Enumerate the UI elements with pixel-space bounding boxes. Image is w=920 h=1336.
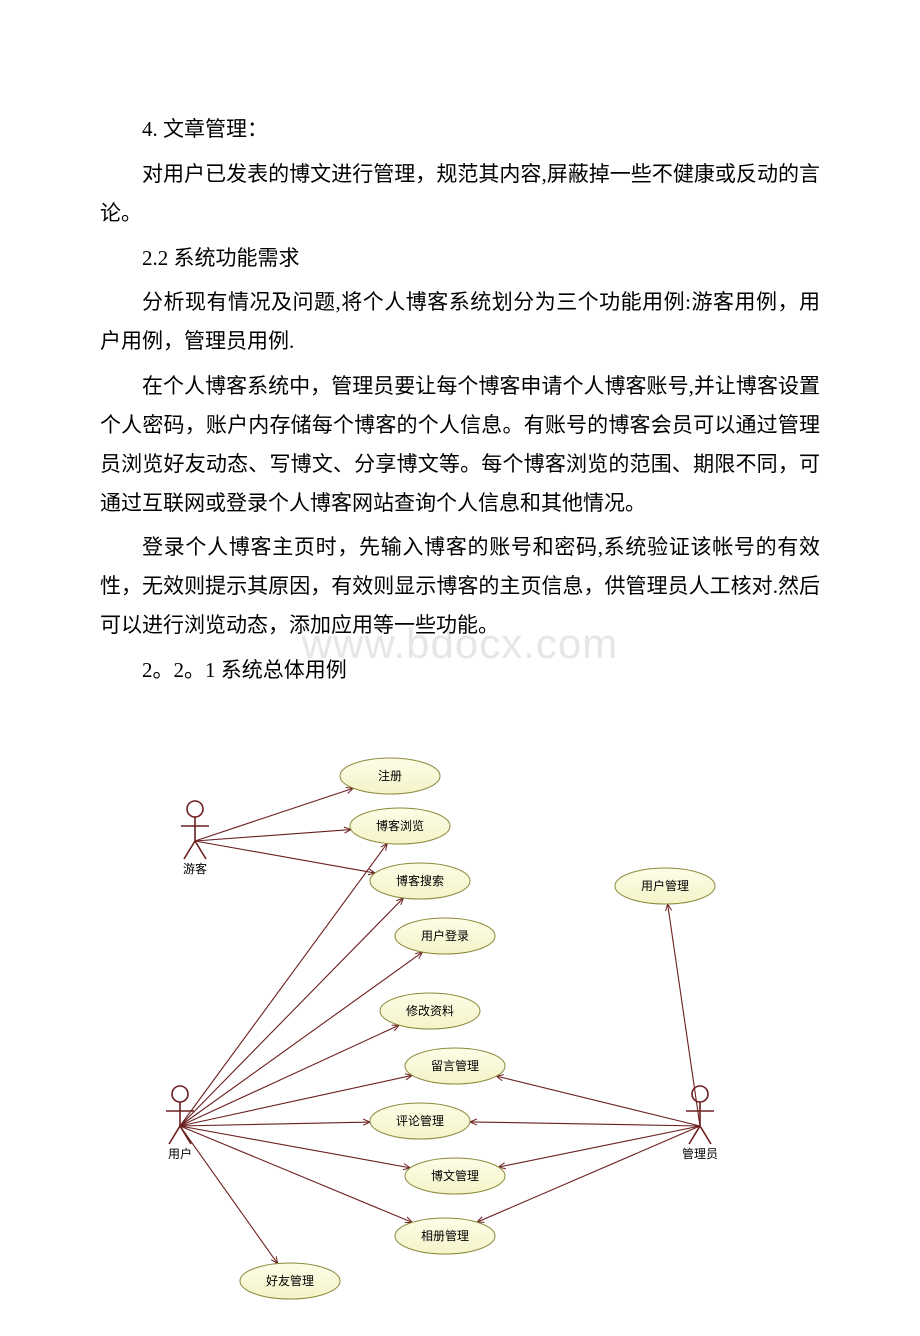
usecase-usermgmt: 用户管理 — [615, 868, 715, 904]
usecase-friend: 好友管理 — [240, 1263, 340, 1299]
assoc-visitor-search — [195, 841, 375, 873]
assoc-admin-message — [496, 1076, 700, 1126]
usecase-comment: 评论管理 — [370, 1103, 470, 1139]
actor-admin: 管理员 — [682, 1086, 718, 1161]
svg-text:注册: 注册 — [378, 768, 402, 783]
usecase-browse: 博客浏览 — [350, 808, 450, 844]
svg-text:管理员: 管理员 — [682, 1146, 718, 1161]
para-system-desc: 在个人博客系统中，管理员要让每个博客申请个人博客账号,并让博客设置个人密码，账户… — [100, 367, 820, 522]
para-login-desc: 登录个人博客主页时，先输入博客的账号和密码,系统验证该帐号的有效性，无效则提示其… — [100, 528, 820, 645]
assoc-user-comment — [180, 1122, 370, 1126]
uml-svg: 注册博客浏览博客搜索用户登录修改资料留言管理评论管理博文管理相册管理好友管理 用户… — [100, 746, 820, 1336]
assoc-visitor-register — [195, 788, 353, 841]
assoc-visitor-browse — [195, 829, 351, 840]
svg-text:相册管理: 相册管理 — [421, 1228, 469, 1243]
svg-text:游客: 游客 — [183, 861, 207, 876]
assoc-admin-album — [477, 1126, 700, 1222]
usecase-album: 相册管理 — [395, 1218, 495, 1254]
usecase-profile: 修改资料 — [380, 993, 480, 1029]
assoc-user-search — [180, 898, 403, 1126]
para-analysis: 分析现有情况及问题,将个人博客系统划分为三个功能用例:游客用例，用户用例，管理员… — [100, 283, 820, 361]
svg-text:好友管理: 好友管理 — [266, 1273, 314, 1288]
assoc-admin-article — [498, 1126, 700, 1167]
svg-text:用户登录: 用户登录 — [421, 928, 469, 943]
usecase-search: 博客搜索 — [370, 863, 470, 899]
assoc-admin-comment — [470, 1122, 700, 1126]
heading-2-2-1: 2。2。1 系统总体用例 — [100, 651, 820, 690]
assoc-admin-usermgmt — [668, 904, 700, 1126]
usecases-layer: 注册博客浏览博客搜索用户登录修改资料留言管理评论管理博文管理相册管理好友管理 用户… — [240, 758, 715, 1299]
heading-article-mgmt: 4. 文章管理： — [100, 110, 820, 149]
svg-text:修改资料: 修改资料 — [406, 1003, 454, 1018]
usecase-register: 注册 — [340, 758, 440, 794]
svg-text:博客搜索: 博客搜索 — [396, 873, 444, 888]
usecase-article: 博文管理 — [405, 1158, 505, 1194]
svg-text:博客浏览: 博客浏览 — [376, 818, 424, 833]
para-article-mgmt-desc: 对用户已发表的博文进行管理，规范其内容,屏蔽掉一些不健康或反动的言论。 — [100, 155, 820, 233]
actor-visitor: 游客 — [181, 801, 209, 876]
use-case-diagram: 注册博客浏览博客搜索用户登录修改资料留言管理评论管理博文管理相册管理好友管理 用户… — [100, 746, 820, 1336]
svg-text:博文管理: 博文管理 — [431, 1168, 479, 1183]
assoc-user-profile — [180, 1025, 399, 1126]
svg-text:用户管理: 用户管理 — [641, 878, 689, 893]
heading-2-2: 2.2 系统功能需求 — [100, 239, 820, 278]
svg-text:留言管理: 留言管理 — [431, 1058, 479, 1073]
usecase-message: 留言管理 — [405, 1048, 505, 1084]
assoc-user-browse — [180, 843, 387, 1126]
usecase-login: 用户登录 — [395, 918, 495, 954]
svg-text:用户: 用户 — [168, 1146, 192, 1161]
svg-text:评论管理: 评论管理 — [396, 1113, 444, 1128]
assoc-user-article — [180, 1126, 410, 1168]
